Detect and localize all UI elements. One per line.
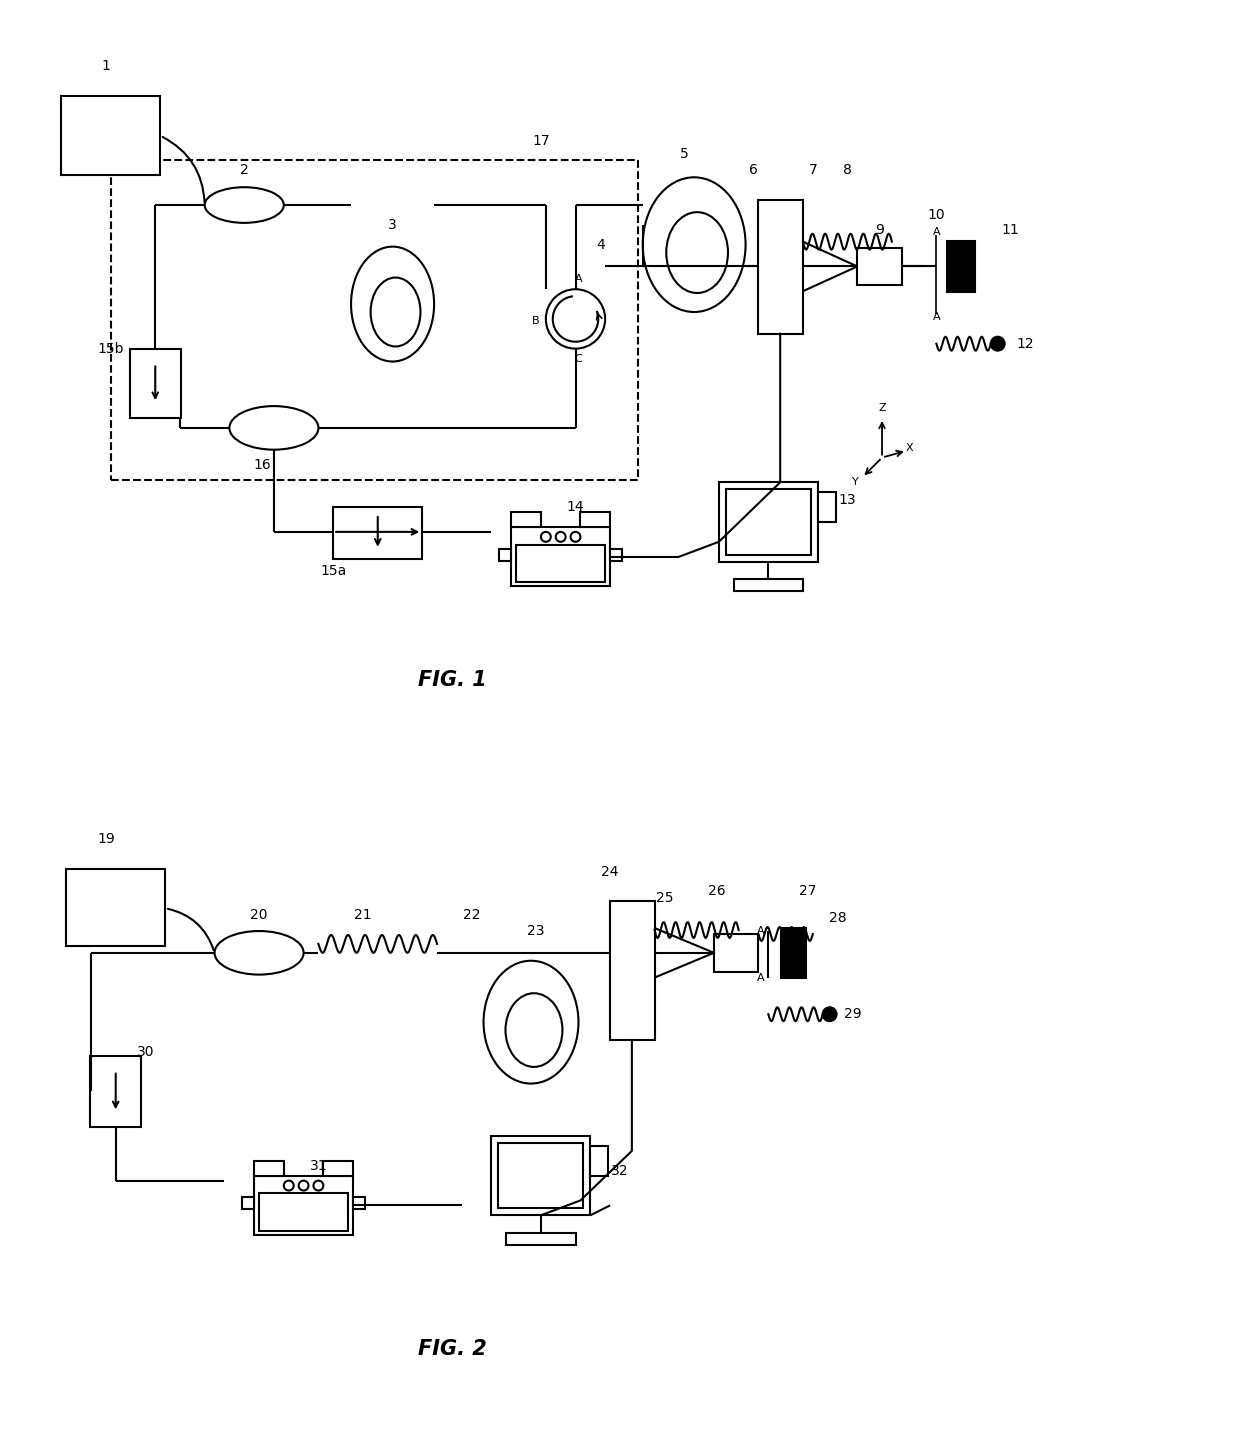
Text: A: A — [932, 227, 940, 237]
Text: 16: 16 — [253, 458, 270, 472]
Text: 22: 22 — [463, 908, 480, 923]
Bar — [334, 507, 423, 558]
Bar — [91, 1056, 141, 1128]
Bar — [353, 1197, 365, 1209]
Bar — [491, 1136, 590, 1215]
Text: A: A — [756, 926, 764, 936]
Bar — [714, 934, 759, 972]
Bar — [719, 482, 817, 562]
Bar — [242, 1197, 254, 1209]
Text: X: X — [906, 443, 914, 453]
Text: 31: 31 — [310, 1158, 327, 1173]
Text: 3: 3 — [388, 218, 397, 232]
Circle shape — [546, 289, 605, 349]
Text: 27: 27 — [799, 885, 817, 898]
Bar — [324, 1161, 353, 1175]
Text: FIG. 1: FIG. 1 — [418, 670, 486, 690]
Bar — [610, 901, 655, 1040]
Bar — [817, 493, 836, 522]
Circle shape — [556, 532, 565, 542]
Text: 2: 2 — [239, 163, 249, 177]
Ellipse shape — [642, 177, 745, 312]
Ellipse shape — [484, 960, 579, 1084]
Text: 25: 25 — [656, 891, 673, 905]
Circle shape — [314, 1181, 324, 1190]
Bar — [61, 96, 160, 176]
Circle shape — [284, 1181, 294, 1190]
Ellipse shape — [506, 994, 563, 1067]
Text: 1: 1 — [102, 60, 110, 73]
Text: 28: 28 — [828, 911, 847, 926]
Bar — [511, 527, 610, 587]
Bar — [590, 1146, 608, 1175]
Text: 29: 29 — [843, 1007, 862, 1021]
Text: Z: Z — [878, 402, 885, 413]
Bar — [734, 580, 804, 591]
Bar — [254, 1175, 353, 1235]
Bar — [857, 247, 901, 285]
Text: 19: 19 — [97, 833, 114, 846]
Text: 17: 17 — [532, 134, 549, 148]
Bar — [259, 1193, 348, 1231]
Text: 13: 13 — [838, 493, 857, 507]
Bar — [511, 511, 541, 527]
Ellipse shape — [205, 187, 284, 222]
Text: B: B — [532, 315, 539, 325]
Bar — [781, 928, 806, 978]
Text: 7: 7 — [808, 163, 817, 177]
Text: FIG. 2: FIG. 2 — [418, 1340, 486, 1359]
Text: 15b: 15b — [98, 341, 124, 356]
Circle shape — [541, 532, 551, 542]
Bar — [580, 511, 610, 527]
Bar — [254, 1161, 284, 1175]
Text: 30: 30 — [136, 1045, 154, 1059]
Text: 5: 5 — [680, 147, 688, 160]
Text: 12: 12 — [1017, 337, 1034, 350]
Circle shape — [822, 1007, 837, 1021]
Bar — [66, 869, 165, 946]
Ellipse shape — [351, 247, 434, 362]
Bar — [500, 549, 511, 561]
Bar — [506, 1234, 575, 1245]
Text: 4: 4 — [596, 238, 605, 251]
Text: 10: 10 — [928, 208, 945, 222]
Text: 15a: 15a — [320, 565, 346, 578]
Bar — [110, 160, 637, 481]
Text: 11: 11 — [1002, 222, 1019, 237]
Text: 8: 8 — [843, 163, 852, 177]
Circle shape — [299, 1181, 309, 1190]
Text: 26: 26 — [708, 885, 725, 898]
Text: A: A — [932, 312, 940, 323]
Ellipse shape — [215, 931, 304, 975]
Bar — [947, 241, 975, 292]
Ellipse shape — [371, 278, 420, 346]
Text: 9: 9 — [874, 222, 884, 237]
Ellipse shape — [666, 212, 728, 294]
Bar — [498, 1144, 583, 1209]
Text: C: C — [574, 353, 583, 363]
Bar — [759, 201, 804, 334]
Text: 23: 23 — [527, 924, 544, 939]
Text: 20: 20 — [250, 908, 268, 923]
Bar — [725, 490, 811, 555]
Circle shape — [991, 337, 1004, 350]
Circle shape — [570, 532, 580, 542]
Bar — [610, 549, 622, 561]
Text: 24: 24 — [601, 865, 619, 879]
Text: Y: Y — [852, 478, 859, 487]
Text: 6: 6 — [749, 163, 758, 177]
Text: A: A — [574, 275, 583, 285]
Text: 14: 14 — [567, 500, 584, 514]
Text: 32: 32 — [611, 1164, 629, 1178]
Bar — [129, 349, 181, 418]
Text: 21: 21 — [355, 908, 372, 923]
Bar — [516, 545, 605, 583]
Ellipse shape — [229, 405, 319, 449]
Text: A: A — [756, 972, 764, 982]
